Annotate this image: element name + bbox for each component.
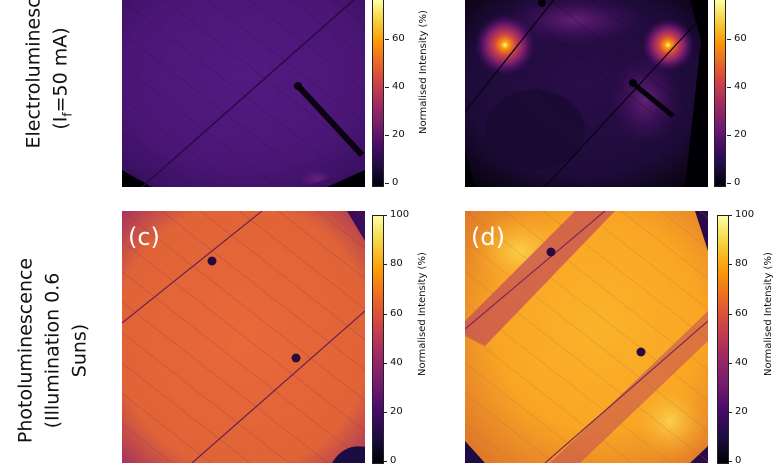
busbar-line <box>465 211 606 330</box>
colorbar-tick: 20 <box>727 129 747 140</box>
panel-letter: (d) <box>471 223 505 251</box>
busbar-pad <box>291 353 301 363</box>
colorbar-tick: 60 <box>383 308 403 319</box>
crack-mark <box>633 83 675 118</box>
colorbar-tick: 60 <box>728 308 748 319</box>
colorbar-title: Normalised Intensity (%) <box>417 252 428 376</box>
busbar-pad <box>207 256 217 266</box>
colorbar-bottom-left <box>372 215 384 464</box>
colorbar-tick: 100 <box>727 209 755 220</box>
busbar-pad <box>636 347 646 357</box>
colorbar-tick: 40 <box>383 357 403 368</box>
row-label-line: Photoluminescence <box>14 257 37 444</box>
colorbar-tick: 80 <box>383 258 403 269</box>
colorbar-tick: 100 <box>382 209 410 220</box>
busbar-line <box>191 310 365 463</box>
colorbar-title: Normalised Intensity (%) <box>763 252 774 376</box>
colorbar-top-right <box>714 0 726 187</box>
busbar-line <box>141 0 355 187</box>
busbar-pad <box>546 247 556 257</box>
colorbar-tick: 0 <box>382 455 397 466</box>
panel-pl-bright: (d) <box>465 211 708 463</box>
colorbar-bottom-right <box>717 215 729 464</box>
panel-letter: (c) <box>128 223 160 251</box>
colorbar-tick: 80 <box>728 258 748 269</box>
colorbar-top-left <box>372 0 384 187</box>
hotspot <box>475 15 535 75</box>
hotspot <box>642 19 694 71</box>
colorbar-tick: 60 <box>727 33 747 44</box>
colorbar-tick: 20 <box>383 406 403 417</box>
panel-el-hotspots <box>465 0 708 187</box>
colorbar-tick: 20 <box>728 406 748 417</box>
busbar-line <box>465 0 555 113</box>
colorbar-tick: 40 <box>727 81 747 92</box>
crack-mark <box>297 85 365 158</box>
colorbar-tick: 20 <box>385 129 405 140</box>
busbar-line <box>544 320 708 463</box>
colorbar-tick: 40 <box>728 357 748 368</box>
busbar-line <box>544 9 708 187</box>
colorbar-tick: 60 <box>385 33 405 44</box>
colorbar-tick: 0 <box>727 455 742 466</box>
row-label-electroluminescence: Electroluminescence (If=50 mA) <box>21 0 102 149</box>
panel-pl-uniform: (c) <box>122 211 365 463</box>
colorbar-tick: 0 <box>384 177 399 188</box>
colorbar-title: Normalised Intensity (%) <box>418 10 429 134</box>
row-label-line: Electroluminescence <box>22 0 45 149</box>
row-label-line: (Illumination 0.6 <box>41 272 64 429</box>
busbar-line <box>122 211 263 324</box>
colorbar-tick: 0 <box>726 177 741 188</box>
panel-el-uniform <box>122 0 365 187</box>
row-label-line: (If=50 mA) <box>49 27 75 130</box>
row-label-photoluminescence: Photoluminescence (Illumination 0.6 Suns… <box>13 251 94 451</box>
row-label-line: Suns) <box>68 323 91 378</box>
busbar-pad <box>538 0 546 7</box>
colorbar-tick: 40 <box>385 81 405 92</box>
